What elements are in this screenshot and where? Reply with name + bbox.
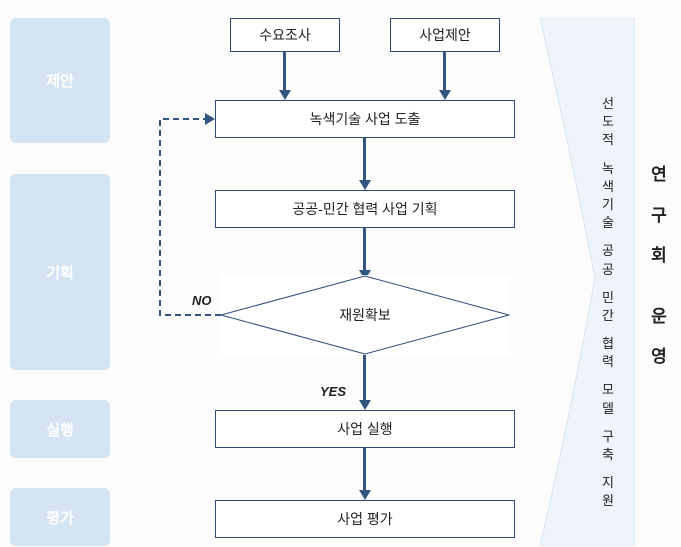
box-planning-label: 공공-민간 협력 사업 기획 [292,199,437,219]
arrow-derive-down [363,138,366,180]
side-big-text: 연구회운영 [648,160,670,373]
arrow-planning-down [363,228,366,270]
arrow-proposal-down [443,52,446,90]
stage-evaluate: 평가 [10,488,110,546]
stage-plan: 기획 [10,174,110,370]
side-small-text: 선도적녹색기술공공민간협력모델구축지원 [600,95,616,511]
diamond-funding: 재원확보 [220,275,510,355]
box-evaluate: 사업 평가 [215,500,515,538]
arrow-exec-head [359,490,371,500]
box-proposal-label: 사업제안 [419,25,471,45]
side-big-label: 연구회운영 [648,160,670,373]
stage-propose: 제안 [10,18,110,143]
box-evaluate-label: 사업 평가 [337,509,392,529]
arrow-derive-head [359,180,371,190]
box-survey-label: 수요조사 [259,25,311,45]
arrow-exec-down [363,448,366,490]
side-small-label: 선도적녹색기술공공민간협력모델구축지원 [600,95,616,511]
edge-no-label: NO [192,293,212,308]
stage-plan-label: 기획 [46,262,74,283]
box-derive-label: 녹색기술 사업 도출 [310,109,421,129]
stage-execute-label: 실행 [46,419,74,440]
arrow-survey-head [279,90,291,100]
edge-yes-label: YES [320,384,346,399]
box-execute: 사업 실행 [215,410,515,448]
funnel-shape [540,18,635,546]
box-derive: 녹색기술 사업 도출 [215,100,515,138]
stage-execute: 실행 [10,400,110,458]
stage-propose-label: 제안 [46,70,74,91]
arrow-survey-down [283,52,286,90]
stage-evaluate-label: 평가 [46,507,74,528]
arrow-proposal-head [439,90,451,100]
diamond-funding-label: 재원확보 [339,305,391,325]
box-execute-label: 사업 실행 [337,419,392,439]
box-survey: 수요조사 [230,18,340,52]
arrow-yes-down [363,355,366,400]
box-proposal: 사업제안 [390,18,500,52]
box-planning: 공공-민간 협력 사업 기획 [215,190,515,228]
arrow-yes-head [359,400,371,410]
